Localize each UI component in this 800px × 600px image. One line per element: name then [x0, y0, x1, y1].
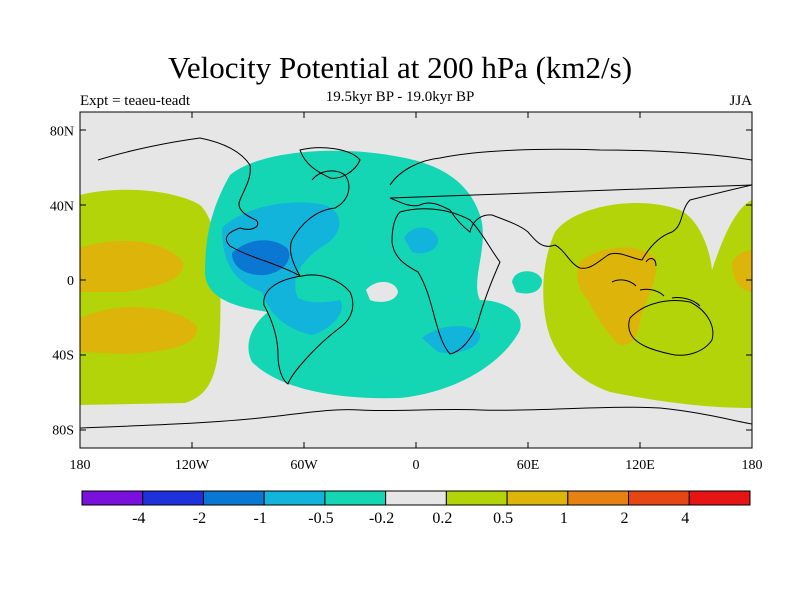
contour-indian-small-negative	[512, 271, 542, 294]
colorbar-label: 2	[621, 510, 629, 527]
coast-greenland	[299, 147, 361, 179]
coast-africa	[391, 208, 501, 355]
colorbar-swatch	[567, 490, 630, 506]
contour-west-pacific-max-north	[80, 240, 184, 292]
coast-south-america	[263, 274, 354, 385]
contour-africa-neg-mid	[404, 227, 439, 254]
colorbar-label: 0.2	[432, 510, 452, 527]
lon-tick-label: 0	[413, 458, 420, 473]
contour-dateline-max	[732, 250, 752, 292]
latitude-tick-labels: 80N 40N 0 40S 80S	[50, 125, 74, 439]
colorbar-swatch	[445, 490, 508, 506]
colorbar-label: -2	[193, 510, 206, 527]
contour-south-africa-neg-mid	[422, 326, 481, 354]
season-label: JJA	[729, 93, 752, 109]
colorbar-swatch	[688, 490, 751, 506]
coast-antarctica	[80, 406, 752, 429]
contour-maritime-continent-max	[577, 247, 657, 345]
lat-tick-label: 40N	[50, 199, 74, 214]
colorbar-swatch	[202, 490, 265, 506]
colorbar-label: -0.2	[369, 510, 394, 527]
coast-north-america	[97, 137, 350, 278]
colorbar-label: 1	[560, 510, 568, 527]
colorbar-swatch	[263, 490, 326, 506]
longitude-tick-labels: 180 120W 60W 0 60E 120E 180	[70, 458, 763, 473]
experiment-label: Expt = teaeu-teadt	[80, 93, 191, 109]
lon-tick-label: 180	[742, 458, 763, 473]
plot-title: Velocity Potential at 200 hPa (km2/s)	[167, 50, 633, 85]
lon-tick-label: 120W	[175, 458, 210, 473]
lat-tick-label: 0	[67, 274, 74, 289]
colorbar-label: -4	[132, 510, 145, 527]
coast-europe-asia	[389, 148, 752, 269]
colorbar-swatch	[385, 490, 447, 506]
contour-west-pacific-positive	[80, 189, 221, 405]
map-tick-marks	[80, 112, 752, 448]
map-panel	[80, 112, 752, 448]
colorbar-swatch	[142, 490, 204, 506]
lon-tick-label: 180	[70, 458, 91, 473]
contour-west-pacific-max-south	[80, 306, 198, 354]
colorbar-swatch	[81, 490, 144, 506]
colorbar-swatch	[628, 490, 690, 506]
plot-subtitle: 19.5kyr BP - 19.0kyr BP	[325, 89, 475, 105]
contour-caribbean-neg-large	[232, 240, 290, 276]
map-frame	[79, 111, 753, 449]
contour-atlantic-neg-mid	[222, 202, 342, 335]
colorbar-label: 4	[681, 510, 689, 527]
lon-tick-label: 60W	[290, 458, 318, 473]
colorbar-label: 0.5	[493, 510, 513, 527]
colorbar-label: -0.5	[308, 510, 333, 527]
coast-indonesia	[611, 258, 701, 307]
lat-tick-label: 40S	[52, 349, 74, 364]
lat-tick-label: 80N	[50, 125, 74, 140]
colorbar-swatch	[506, 490, 569, 506]
lon-tick-label: 60E	[517, 458, 540, 473]
coast-australia	[628, 300, 714, 356]
colorbar: -4 -2 -1 -0.5 -0.2 0.2 0.5 1 2 4	[81, 490, 751, 527]
lon-tick-label: 120E	[625, 458, 655, 473]
contour-atlantic-hole	[366, 281, 398, 302]
colorbar-label: -1	[254, 510, 267, 527]
colorbar-swatch	[324, 490, 387, 506]
lat-tick-label: 80S	[52, 423, 74, 438]
coastlines	[80, 137, 752, 429]
contour-indo-pacific-positive	[543, 200, 752, 408]
